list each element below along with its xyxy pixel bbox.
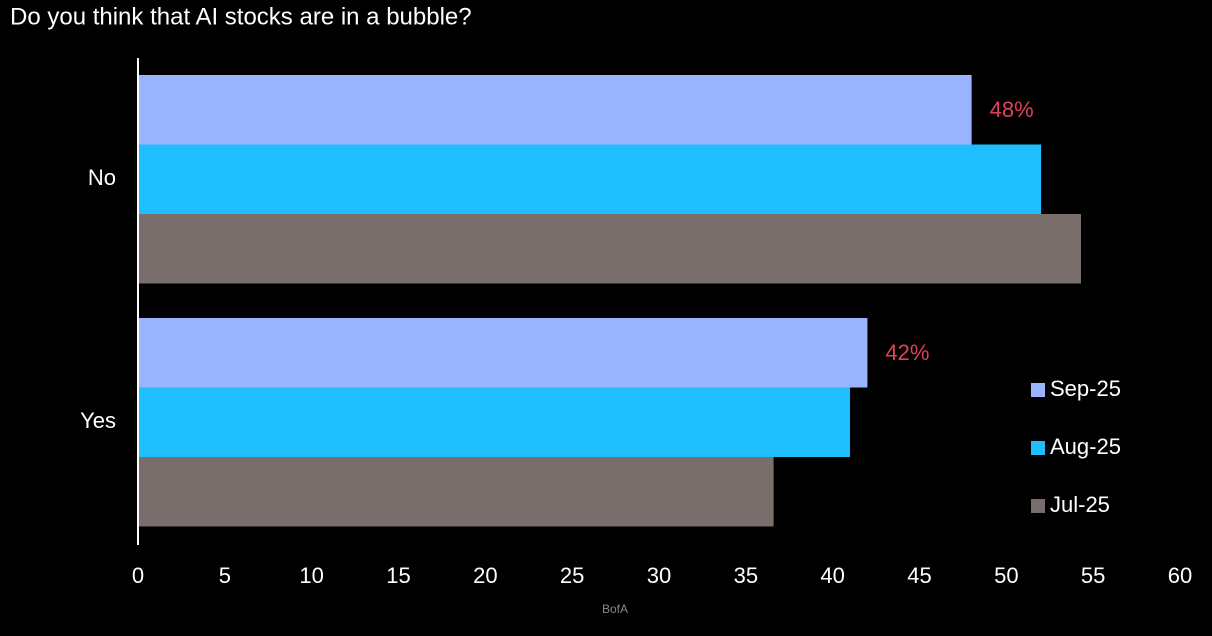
y-tick-label: No: [88, 165, 116, 190]
source: BofA: [602, 602, 628, 616]
bar: [138, 457, 774, 527]
legend-label: Aug-25: [1050, 434, 1121, 459]
bar: [138, 318, 868, 388]
legend-swatch: [1031, 499, 1045, 513]
bar: [138, 387, 851, 457]
x-tick-label: 20: [473, 563, 497, 588]
x-tick-label: 35: [734, 563, 758, 588]
value-label: 48%: [990, 97, 1034, 122]
legend-label: Sep-25: [1050, 376, 1121, 401]
x-tick-label: 40: [820, 563, 844, 588]
x-tick-label: 45: [907, 563, 931, 588]
y-tick-label: Yes: [80, 408, 116, 433]
x-tick-label: 15: [386, 563, 410, 588]
legend-swatch: [1031, 441, 1045, 455]
x-tick-label: 5: [219, 563, 231, 588]
x-tick-label: 10: [299, 563, 323, 588]
chart-title: Do you think that AI stocks are in a bub…: [10, 3, 472, 30]
bar: [138, 214, 1082, 284]
x-tick-label: 50: [994, 563, 1018, 588]
x-tick-label: 25: [560, 563, 584, 588]
legend-label: Jul-25: [1050, 492, 1110, 517]
legend-swatch: [1031, 383, 1045, 397]
bar: [138, 75, 972, 145]
bar: [138, 144, 1042, 214]
value-label: 42%: [885, 340, 929, 365]
x-tick-label: 0: [132, 563, 144, 588]
x-tick-label: 60: [1168, 563, 1192, 588]
x-tick-label: 30: [647, 563, 671, 588]
x-tick-label: 55: [1081, 563, 1105, 588]
